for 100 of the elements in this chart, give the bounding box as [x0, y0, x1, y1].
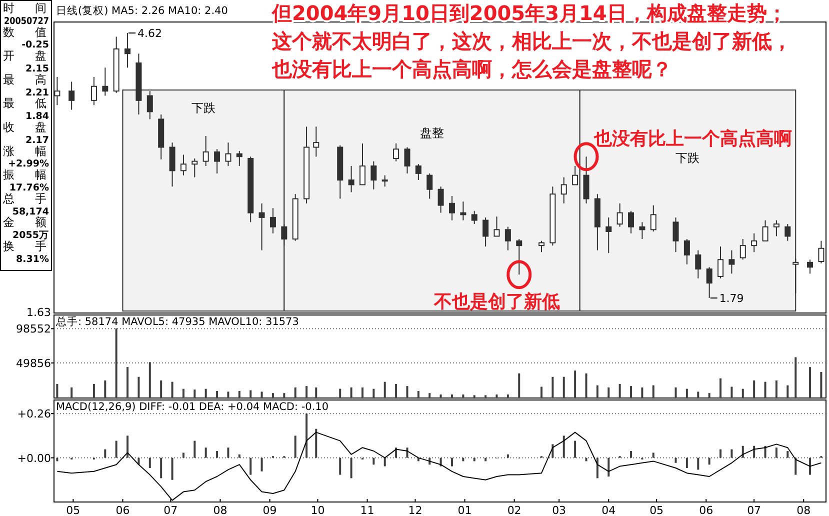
bar — [406, 386, 408, 398]
candlestick — [818, 240, 824, 264]
bar — [484, 395, 487, 398]
bar — [686, 458, 688, 468]
bar — [92, 384, 95, 398]
candlestick — [393, 142, 400, 162]
candlestick — [583, 156, 590, 204]
candlestick — [359, 142, 366, 186]
bar — [160, 458, 162, 478]
text: 时间 — [3, 1, 47, 15]
bar — [148, 458, 151, 468]
candlestick — [448, 195, 455, 221]
chart-subtitle: 总手: 58174 MAVOL5: 47935 MAVOL10: 31573 — [55, 315, 299, 328]
candlestick — [560, 176, 567, 204]
x-tick-label: 06 — [116, 504, 130, 516]
annotation: 1.79 — [719, 292, 744, 305]
x-tick-label: 02 — [507, 504, 522, 516]
candlestick — [538, 240, 544, 253]
bar — [104, 449, 106, 458]
candlestick — [382, 174, 388, 188]
candlestick — [68, 81, 75, 110]
bar — [171, 382, 174, 398]
candlestick — [494, 216, 500, 237]
bar — [720, 378, 722, 398]
bar — [820, 372, 822, 398]
candlestick — [706, 266, 712, 298]
candlestick — [438, 186, 444, 214]
bar — [630, 386, 632, 398]
bar — [652, 385, 654, 398]
candlestick — [672, 216, 679, 253]
bar — [630, 451, 632, 458]
x-tick-label: 10 — [310, 504, 325, 516]
bar — [216, 451, 218, 458]
bar — [339, 458, 342, 475]
bar — [294, 436, 296, 458]
candlestick — [728, 250, 735, 274]
candlestick — [90, 76, 97, 106]
annotation: 4.62 — [138, 27, 162, 40]
bar — [764, 382, 766, 398]
y-tick-label: 49856 — [16, 356, 51, 370]
bar — [250, 390, 252, 398]
x-tick-label: 12 — [408, 504, 422, 516]
candlestick — [54, 76, 60, 106]
text: -0.25 — [22, 40, 49, 51]
bar — [306, 386, 308, 398]
bar — [294, 387, 296, 398]
bar — [652, 452, 654, 458]
candlestick — [270, 208, 276, 234]
candlestick — [236, 150, 242, 166]
bar — [126, 436, 129, 458]
candlestick — [225, 142, 232, 166]
y-tick-label: 98552 — [16, 322, 51, 336]
bar — [216, 390, 218, 398]
bar — [674, 387, 677, 398]
bar — [786, 451, 789, 458]
bar — [730, 449, 733, 458]
text: 金额 — [3, 215, 47, 230]
text: 2.17 — [26, 134, 49, 146]
bar — [194, 440, 196, 458]
text: 但2004年9月10日到2005年3月14日，构成盘整走势； — [271, 1, 787, 25]
bar — [540, 386, 542, 398]
bar — [194, 390, 196, 398]
bar — [350, 387, 352, 398]
bar — [697, 392, 700, 398]
bar — [148, 362, 151, 398]
candlestick — [192, 158, 198, 178]
candlestick — [639, 222, 646, 240]
candlestick — [202, 136, 209, 166]
candlestick — [370, 160, 377, 190]
x-tick-label: 08 — [796, 504, 811, 516]
text: 数值 — [3, 24, 47, 39]
bar — [574, 370, 576, 398]
chart-subtitle: MACD(12,26,9) DIFF: -0.01 DEA: +0.04 MACD: -0.10 — [56, 401, 329, 413]
candlestick — [180, 154, 186, 176]
bar — [315, 428, 318, 458]
bar — [204, 388, 207, 398]
candlestick — [258, 202, 265, 251]
text: 2.15 — [26, 64, 49, 74]
bar — [428, 393, 431, 398]
bar — [283, 393, 286, 398]
text: 换手 — [3, 239, 47, 253]
text: 8.31% — [16, 254, 50, 265]
bar — [674, 458, 677, 463]
bar — [686, 388, 688, 398]
text: +2.99% — [8, 158, 50, 170]
text: 2.21 — [26, 87, 49, 98]
text: 17.76% — [9, 182, 50, 194]
bar — [306, 414, 308, 458]
x-tick-label: 04 — [602, 504, 616, 516]
bar — [462, 394, 464, 398]
bar — [450, 394, 453, 398]
bar — [585, 373, 588, 398]
text: 20050727 — [4, 16, 57, 27]
bar — [361, 387, 364, 398]
bar — [720, 449, 722, 458]
bar — [238, 390, 240, 398]
bar — [506, 394, 509, 398]
candlestick — [124, 32, 131, 68]
text: 开盘 — [3, 48, 47, 63]
bar — [227, 448, 230, 458]
